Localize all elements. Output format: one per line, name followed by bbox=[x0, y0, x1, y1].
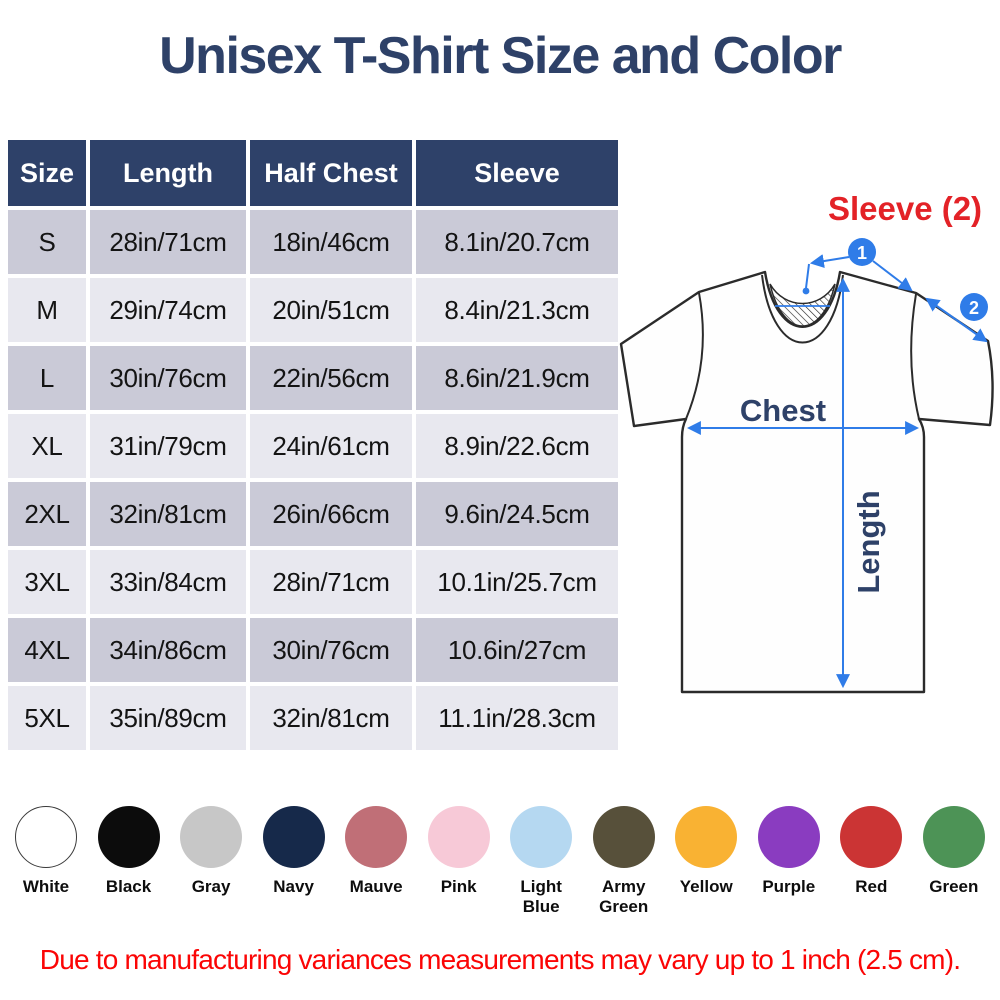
svg-text:1: 1 bbox=[857, 243, 867, 263]
swatch-circle bbox=[757, 806, 820, 868]
swatch-label: White bbox=[22, 877, 70, 896]
color-swatch-mauve: Mauve bbox=[335, 806, 417, 917]
half-chest-cell: 20in/51cm bbox=[250, 278, 412, 342]
swatch-label: Light Blue bbox=[520, 877, 562, 917]
size-table: Size Length Half Chest Sleeve S 28in/71cm… bbox=[8, 140, 618, 750]
size-cell: S bbox=[8, 210, 86, 274]
sleeve-cell: 8.9in/22.6cm bbox=[416, 414, 618, 478]
page-title: Unisex T-Shirt Size and Color bbox=[159, 27, 842, 85]
marker-2: 2 bbox=[960, 293, 988, 321]
chest-label: Chest bbox=[740, 393, 826, 428]
sleeve-cell: 9.6in/24.5cm bbox=[416, 482, 618, 546]
sleeve-cell: 11.1in/28.3cm bbox=[416, 686, 618, 750]
sleeve-cell: 10.6in/27cm bbox=[416, 618, 618, 682]
length-cell: 32in/81cm bbox=[90, 482, 246, 546]
size-cell: 3XL bbox=[8, 550, 86, 614]
length-cell: 35in/89cm bbox=[90, 686, 246, 750]
size-cell: M bbox=[8, 278, 86, 342]
collar-point-dot bbox=[802, 287, 810, 295]
color-swatch-purple: Purple bbox=[748, 806, 830, 917]
column-header-sleeve: Sleeve bbox=[416, 140, 618, 206]
length-cell: 33in/84cm bbox=[90, 550, 246, 614]
left-sleeve-seam bbox=[685, 292, 704, 420]
color-swatch-navy: Navy bbox=[253, 806, 335, 917]
swatch-label: Pink bbox=[440, 877, 477, 896]
swatch-label: Mauve bbox=[349, 877, 403, 896]
collar-hatch bbox=[769, 283, 836, 327]
color-swatch-black: Black bbox=[88, 806, 170, 917]
color-swatch-green: Green bbox=[913, 806, 995, 917]
half-chest-cell: 30in/76cm bbox=[250, 618, 412, 682]
length-cell: 34in/86cm bbox=[90, 618, 246, 682]
size-cell: L bbox=[8, 346, 86, 410]
sleeve-cell: 8.4in/21.3cm bbox=[416, 278, 618, 342]
swatch-circle bbox=[592, 806, 655, 868]
right-sleeve-seam bbox=[910, 293, 920, 420]
marker1-leader-diagonal bbox=[872, 260, 913, 292]
swatch-circle bbox=[180, 806, 243, 868]
color-swatch-pink: Pink bbox=[418, 806, 500, 917]
swatch-circle bbox=[510, 806, 573, 868]
sleeve-cell: 8.6in/21.9cm bbox=[416, 346, 618, 410]
swatch-circle bbox=[15, 806, 77, 868]
swatch-circle bbox=[840, 806, 903, 868]
column-header-half-chest: Half Chest bbox=[250, 140, 412, 206]
length-cell: 28in/71cm bbox=[90, 210, 246, 274]
length-cell: 31in/79cm bbox=[90, 414, 246, 478]
swatch-label: Green bbox=[929, 877, 979, 896]
column-header-length: Length bbox=[90, 140, 246, 206]
length-cell: 30in/76cm bbox=[90, 346, 246, 410]
swatch-label: Red bbox=[855, 877, 888, 896]
note-text: Due to manufacturing variances measureme… bbox=[39, 944, 961, 975]
half-chest-cell: 18in/46cm bbox=[250, 210, 412, 274]
column-header-size: Size bbox=[8, 140, 86, 206]
half-chest-cell: 26in/66cm bbox=[250, 482, 412, 546]
swatch-label: Navy bbox=[273, 877, 314, 896]
half-chest-cell: 32in/81cm bbox=[250, 686, 412, 750]
sleeve-cell: 8.1in/20.7cm bbox=[416, 210, 618, 274]
sleeve-cell: 10.1in/25.7cm bbox=[416, 550, 618, 614]
length-cell: 29in/74cm bbox=[90, 278, 246, 342]
svg-text:2: 2 bbox=[969, 298, 979, 318]
size-cell: 2XL bbox=[8, 482, 86, 546]
size-cell: 5XL bbox=[8, 686, 86, 750]
marker1-leader-vertical bbox=[805, 263, 810, 289]
tshirt-diagram: Sleeve (2) 1 2 Chest Length bbox=[619, 190, 994, 694]
half-chest-cell: 28in/71cm bbox=[250, 550, 412, 614]
sleeve-label: Sleeve (2) bbox=[828, 190, 982, 227]
swatch-label: Gray bbox=[191, 877, 231, 896]
color-swatch-red: Red bbox=[830, 806, 912, 917]
tshirt-outline bbox=[619, 270, 994, 694]
swatch-label: Army Green bbox=[599, 877, 649, 917]
swatch-row: White Black Gray Navy Mauve Pink Light Blue Arm… bbox=[0, 806, 1000, 917]
color-swatch-light-blue: Light Blue bbox=[500, 806, 582, 917]
sleeve-measure-arrow bbox=[925, 297, 988, 343]
marker1-leader-horizontal bbox=[809, 254, 850, 269]
color-swatch-white: White bbox=[5, 806, 87, 917]
swatch-label: Purple bbox=[762, 877, 816, 896]
half-chest-cell: 24in/61cm bbox=[250, 414, 412, 478]
half-chest-cell: 22in/56cm bbox=[250, 346, 412, 410]
length-label: Length bbox=[851, 490, 886, 593]
swatch-label: Yellow bbox=[679, 877, 733, 896]
swatch-circle bbox=[345, 806, 408, 868]
color-swatch-army-green: Army Green bbox=[583, 806, 665, 917]
size-cell: XL bbox=[8, 414, 86, 478]
swatch-circle bbox=[97, 806, 160, 868]
swatch-circle bbox=[427, 806, 490, 868]
swatch-circle bbox=[922, 806, 985, 868]
swatch-label: Black bbox=[105, 877, 152, 896]
color-swatch-gray: Gray bbox=[170, 806, 252, 917]
swatch-circle bbox=[675, 806, 738, 868]
size-cell: 4XL bbox=[8, 618, 86, 682]
swatch-circle bbox=[262, 806, 325, 868]
color-swatch-yellow: Yellow bbox=[665, 806, 747, 917]
marker-1: 1 bbox=[848, 238, 876, 266]
